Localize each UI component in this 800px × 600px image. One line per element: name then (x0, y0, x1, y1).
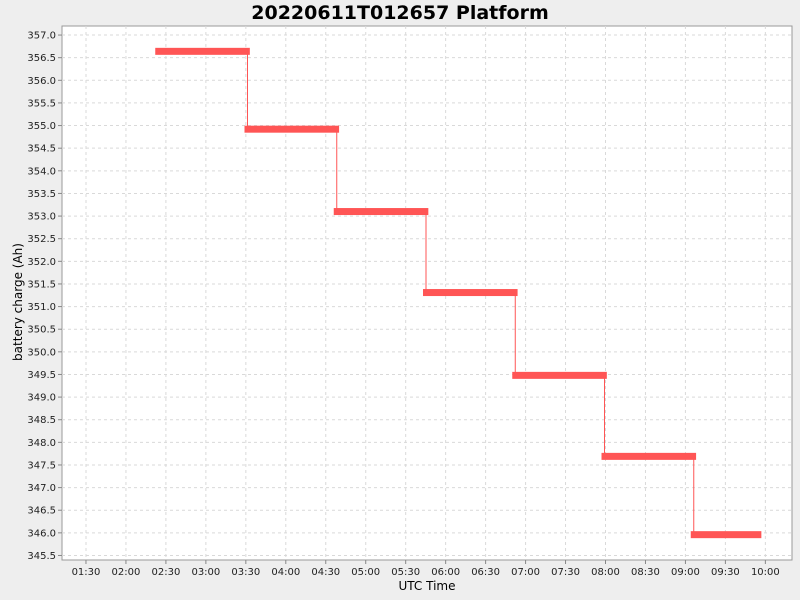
data-segment (512, 371, 607, 379)
y-tick-label: 350.5 (27, 325, 56, 336)
y-tick-label: 347.0 (27, 483, 56, 494)
x-axis-ticks: 01:30 02:00 02:30 03:00 03:30 04:00 04:30 05:00… (72, 560, 780, 578)
x-tick-label: 04:30 (311, 567, 340, 578)
y-tick-label: 355.0 (27, 121, 56, 132)
y-tick-label: 348.0 (27, 438, 56, 449)
y-tick-label: 347.5 (27, 460, 56, 471)
y-axis-ticks: 345.5 346.0 346.5 347.0 347.5 348.0 348.5 349.0… (27, 31, 62, 562)
y-tick-label: 356.5 (27, 53, 56, 64)
y-tick-label: 354.5 (27, 144, 56, 155)
y-tick-label: 346.5 (27, 506, 56, 517)
x-tick-label: 02:30 (151, 567, 180, 578)
data-segment (155, 47, 250, 55)
x-tick-label: 09:00 (671, 567, 700, 578)
y-tick-label: 351.0 (27, 302, 56, 313)
y-tick-label: 354.0 (27, 166, 56, 177)
x-tick-label: 07:00 (511, 567, 540, 578)
y-tick-label: 352.5 (27, 234, 56, 245)
data-segment (333, 208, 429, 216)
x-tick-label: 05:00 (351, 567, 380, 578)
x-tick-label: 08:30 (631, 567, 660, 578)
y-tick-label: 352.0 (27, 257, 56, 268)
y-tick-label: 348.5 (27, 415, 56, 426)
y-tick-label: 350.0 (27, 347, 56, 358)
y-tick-label: 351.5 (27, 279, 56, 290)
x-tick-label: 06:30 (471, 567, 500, 578)
x-axis-label: UTC Time (399, 579, 456, 593)
y-tick-label: 355.5 (27, 98, 56, 109)
x-tick-label: 08:00 (591, 567, 620, 578)
grid (62, 26, 792, 560)
x-tick-label: 04:00 (271, 567, 300, 578)
y-tick-label: 349.5 (27, 370, 56, 381)
x-tick-label: 03:30 (231, 567, 260, 578)
data-segment (601, 452, 697, 460)
x-tick-label: 03:00 (191, 567, 220, 578)
x-tick-label: 10:00 (751, 567, 780, 578)
chart-title: 20220611T012657 Platform (251, 2, 549, 24)
data-segment (423, 289, 518, 297)
x-tick-label: 01:30 (72, 567, 101, 578)
x-tick-label: 05:30 (391, 567, 420, 578)
y-tick-label: 356.0 (27, 76, 56, 87)
x-tick-label: 09:30 (711, 567, 740, 578)
x-tick-label: 02:00 (112, 567, 141, 578)
y-tick-label: 353.0 (27, 212, 56, 223)
y-tick-label: 357.0 (27, 31, 56, 42)
x-tick-label: 07:30 (551, 567, 580, 578)
x-tick-label: 06:00 (431, 567, 460, 578)
y-tick-label: 346.0 (27, 528, 56, 539)
y-tick-label: 349.0 (27, 393, 56, 404)
data-segment (244, 125, 340, 133)
y-tick-label: 353.5 (27, 189, 56, 200)
y-axis-label: battery charge (Ah) (11, 243, 25, 361)
series-battery-charge (155, 47, 762, 539)
y-tick-label: 345.5 (27, 551, 56, 562)
data-segment (690, 531, 762, 539)
